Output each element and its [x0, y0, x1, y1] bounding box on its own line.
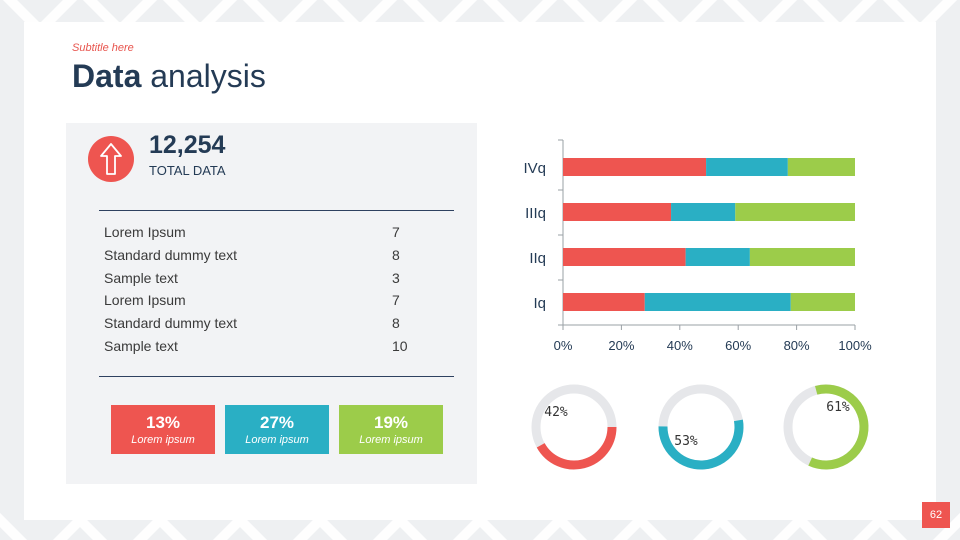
- list-item-value: 7: [392, 292, 400, 309]
- list-item: Standard dummy text 8: [104, 245, 434, 268]
- badge-percent: 19%: [373, 413, 409, 432]
- donut-arc: [808, 384, 869, 470]
- bar-segment: [735, 203, 855, 221]
- list-item: Lorem Ipsum 7: [104, 290, 434, 313]
- bar-segment: [563, 158, 707, 176]
- stat-badge-teal: 27% Lorem ipsum: [225, 405, 329, 454]
- x-tick-label: 40%: [667, 338, 693, 353]
- arrow-up-icon: [88, 136, 134, 182]
- badge-label: Lorem ipsum: [131, 434, 195, 446]
- list-item-label: Standard dummy text: [104, 315, 238, 332]
- bar-segment: [563, 293, 645, 311]
- title-light-part: analysis: [150, 58, 266, 94]
- title-bold-part: Data: [72, 58, 142, 94]
- page-number: 62: [922, 502, 950, 528]
- list-item-label: Lorem Ipsum: [104, 292, 186, 309]
- stat-badge-green: 19% Lorem ipsum: [339, 405, 443, 454]
- divider-top: [99, 210, 454, 211]
- bar-segment: [563, 248, 686, 266]
- bar-segment: [671, 203, 736, 221]
- x-tick-label: 20%: [608, 338, 634, 353]
- divider-bottom: [99, 376, 454, 377]
- donut-label: 42%: [544, 405, 568, 420]
- badge-percent: 13%: [145, 413, 181, 432]
- list-item-label: Sample text: [104, 269, 178, 286]
- donut-label: 61%: [826, 400, 850, 415]
- summary-list: Lorem Ipsum 7 Standard dummy text 8 Samp…: [104, 222, 434, 359]
- bar-segment: [749, 248, 855, 266]
- x-tick-label: 60%: [725, 338, 751, 353]
- bar-segment: [790, 293, 855, 311]
- list-item-value: 3: [392, 269, 400, 286]
- list-item: Sample text 10: [104, 336, 434, 359]
- x-tick-label: 80%: [784, 338, 810, 353]
- bar-segment: [563, 203, 672, 221]
- y-tick-label: IIq: [529, 250, 546, 267]
- bar-segment: [787, 158, 855, 176]
- list-item-value: 7: [392, 224, 400, 240]
- slide-subtitle: Subtitle here: [72, 42, 134, 54]
- donut-arc: [658, 419, 744, 470]
- list-item: Lorem Ipsum 7: [104, 222, 434, 245]
- y-tick-label: IIIq: [525, 205, 546, 222]
- slide-title: Data analysis: [72, 58, 266, 95]
- total-label: TOTAL DATA: [149, 163, 226, 178]
- bar-segment: [706, 158, 788, 176]
- list-item-value: 8: [392, 246, 400, 263]
- y-tick-label: Iq: [533, 295, 546, 312]
- bar-segment: [685, 248, 750, 266]
- y-tick-label: IVq: [523, 160, 546, 177]
- total-value: 12,254: [149, 131, 226, 159]
- list-item: Sample text 3: [104, 268, 434, 291]
- bar-segment: [644, 293, 791, 311]
- list-item-label: Lorem Ipsum: [104, 224, 186, 240]
- list-item-label: Sample text: [104, 337, 178, 354]
- list-item-value: 8: [392, 315, 400, 332]
- badge-label: Lorem ipsum: [245, 434, 309, 446]
- list-item: Standard dummy text 8: [104, 313, 434, 336]
- badge-percent: 27%: [259, 413, 295, 432]
- badge-label: Lorem ipsum: [359, 434, 423, 446]
- donut-label: 53%: [674, 434, 698, 449]
- list-item-value: 10: [392, 337, 408, 354]
- donut-arc: [536, 426, 617, 470]
- list-item-label: Standard dummy text: [104, 246, 238, 263]
- x-tick-label: 0%: [554, 338, 573, 353]
- stat-badge-red: 13% Lorem ipsum: [111, 405, 215, 454]
- x-tick-label: 100%: [838, 338, 872, 353]
